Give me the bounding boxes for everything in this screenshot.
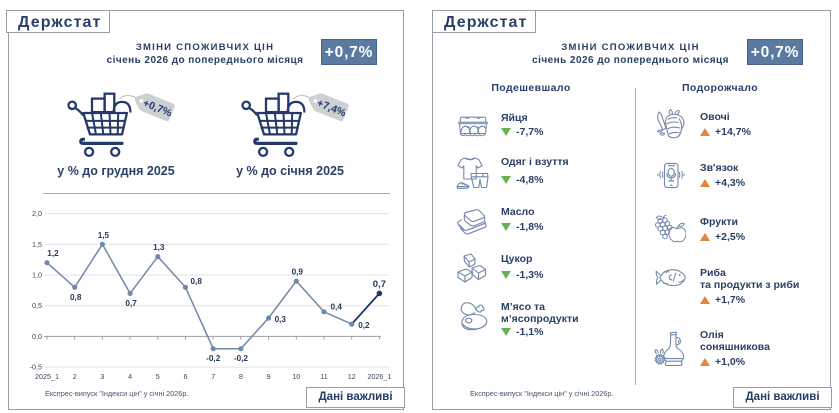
svg-text:3: 3 [100, 372, 104, 381]
svg-text:-0,2: -0,2 [206, 354, 221, 363]
svg-text:0,2: 0,2 [358, 321, 370, 330]
svg-text:7: 7 [211, 372, 215, 381]
svg-text:-0,5: -0,5 [30, 363, 42, 372]
svg-text:12: 12 [348, 372, 356, 381]
svg-text:1,0: 1,0 [32, 271, 42, 280]
svg-text:0,7: 0,7 [125, 299, 137, 308]
svg-text:0,3: 0,3 [275, 315, 287, 324]
svg-text:0,4: 0,4 [331, 303, 343, 312]
svg-text:1,5: 1,5 [32, 240, 42, 249]
svg-text:0,0: 0,0 [32, 332, 42, 341]
svg-text:2025_1: 2025_1 [35, 372, 59, 381]
svg-text:0,7: 0,7 [373, 279, 386, 290]
svg-text:8: 8 [239, 372, 243, 381]
svg-text:9: 9 [267, 372, 271, 381]
svg-text:10: 10 [292, 372, 300, 381]
svg-text:1,3: 1,3 [153, 243, 165, 252]
svg-text:0,8: 0,8 [70, 293, 82, 302]
svg-text:1,5: 1,5 [98, 231, 110, 240]
svg-text:2: 2 [73, 372, 77, 381]
svg-text:1,2: 1,2 [47, 249, 59, 258]
svg-text:2,0: 2,0 [32, 209, 42, 218]
svg-text:11: 11 [320, 372, 327, 381]
svg-text:2026_1: 2026_1 [367, 372, 391, 381]
svg-text:0,9: 0,9 [292, 268, 304, 277]
svg-text:-0,2: -0,2 [234, 354, 249, 363]
svg-text:4: 4 [128, 372, 132, 381]
svg-text:5: 5 [156, 372, 160, 381]
svg-text:6: 6 [184, 372, 188, 381]
svg-text:0,5: 0,5 [32, 301, 42, 310]
svg-text:0,8: 0,8 [191, 277, 203, 286]
